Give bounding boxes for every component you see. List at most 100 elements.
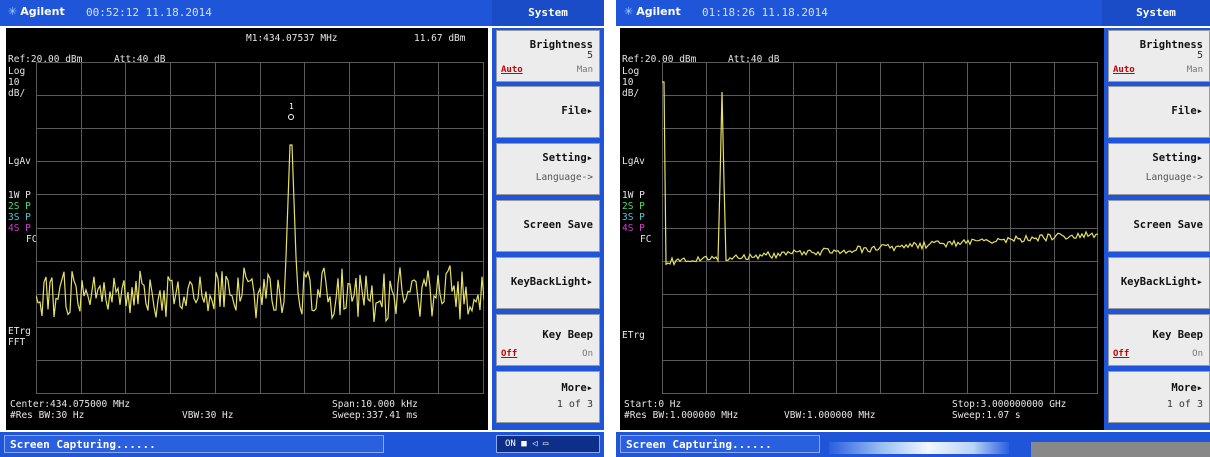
file-label: File▸	[561, 105, 593, 117]
capture-artifact	[829, 442, 1009, 454]
trace-3-label: 3S P	[622, 212, 645, 223]
capture-artifact-grey	[1031, 442, 1210, 457]
keybacklight-label: KeyBackLight▸	[510, 276, 593, 288]
brand-logo: ✳ Agilent	[8, 5, 65, 18]
off-option: Off	[1113, 349, 1130, 359]
file-softkey[interactable]: File▸	[1108, 86, 1210, 138]
title-bar: ✳ Agilent 01:18:26 11.18.2014 System	[616, 0, 1210, 26]
scale-unit: dB/	[622, 88, 640, 99]
coupling-label: FC	[640, 234, 652, 245]
trace-4-label: 4S P	[8, 223, 31, 234]
brightness-softkey[interactable]: Brightness 5 Auto Man	[496, 30, 600, 82]
setting-softkey[interactable]: Setting▸ Language->	[496, 143, 600, 195]
file-label: File▸	[1171, 105, 1203, 117]
spectrum-trace	[662, 81, 1098, 267]
keybacklight-softkey[interactable]: KeyBackLight▸	[496, 257, 600, 309]
status-message: Screen Capturing......	[10, 438, 156, 451]
video-bandwidth: VBW:30 Hz	[182, 410, 234, 421]
resolution-bandwidth: #Res BW:30 Hz	[10, 410, 85, 421]
keybacklight-label: KeyBackLight▸	[1120, 276, 1203, 288]
coupling-label: FC	[26, 234, 38, 245]
more-softkey[interactable]: More▸ 1 of 3	[496, 371, 600, 423]
brightness-label: Brightness	[1139, 39, 1203, 51]
start-frequency: Start:0 Hz	[624, 399, 682, 410]
indicator-text: ON ■ ◁ ▭	[505, 439, 549, 449]
on-option: On	[1192, 349, 1203, 359]
more-label: More▸	[561, 382, 593, 394]
language-label: Language->	[535, 172, 593, 183]
status-bar: Screen Capturing......	[616, 432, 1210, 457]
auto-option: Auto	[501, 65, 523, 75]
marker-1	[288, 114, 294, 120]
ref-level: Ref:20.00 dBm	[622, 54, 697, 65]
ref-level: Ref:20.00 dBm	[8, 54, 83, 65]
marker-frequency: M1:434.07537 MHz	[246, 33, 338, 44]
trace-3-label: 3S P	[8, 212, 31, 223]
screen-save-label: Screen Save	[1133, 219, 1203, 231]
scale-value: 10	[8, 77, 20, 88]
screen-save-softkey[interactable]: Screen Save	[1108, 200, 1210, 252]
spark-icon: ✳	[8, 5, 18, 18]
off-option: Off	[501, 349, 518, 359]
span: Span:10.000 kHz	[332, 399, 418, 410]
stop-frequency: Stop:3.000000000 GHz	[952, 399, 1067, 410]
status-indicator: ON ■ ◁ ▭	[496, 435, 600, 453]
man-option: Man	[1186, 65, 1203, 75]
brand-name: Agilent	[20, 5, 65, 18]
key-beep-softkey[interactable]: Key Beep Off On	[496, 314, 600, 366]
brightness-label: Brightness	[529, 39, 593, 51]
trace-2-label: 2S P	[622, 201, 645, 212]
file-softkey[interactable]: File▸	[496, 86, 600, 138]
clock: 00:52:12 11.18.2014	[86, 6, 212, 19]
key-beep-softkey[interactable]: Key Beep Off On	[1108, 314, 1210, 366]
trigger-label: ETrg	[622, 330, 645, 341]
sweep-time: Sweep:337.41 ms	[332, 410, 418, 421]
setting-label: Setting▸	[1152, 152, 1203, 164]
screen-save-softkey[interactable]: Screen Save	[496, 200, 600, 252]
clock: 01:18:26 11.18.2014	[702, 6, 828, 19]
scale-type: Log	[8, 66, 26, 77]
spectrum-display: Ref:20.00 dBm Att:40 dB M1:434.07537 MHz…	[6, 28, 488, 430]
status-message: Screen Capturing......	[626, 438, 772, 451]
title-bar: ✳ Agilent 00:52:12 11.18.2014 System	[0, 0, 604, 26]
trace-1-label: 1W P	[8, 190, 31, 201]
setting-label: Setting▸	[542, 152, 593, 164]
brightness-softkey[interactable]: Brightness 5 Auto Man	[1108, 30, 1210, 82]
screen-save-label: Screen Save	[523, 219, 593, 231]
status-message-box: Screen Capturing......	[4, 435, 384, 453]
trace-4-label: 4S P	[622, 223, 645, 234]
softkey-panel: Brightness 5 Auto Man File▸ Setting▸ Lan…	[492, 28, 604, 430]
more-softkey[interactable]: More▸ 1 of 3	[1108, 371, 1210, 423]
status-bar: Screen Capturing...... ON ■ ◁ ▭	[0, 432, 604, 457]
analyzer-screen-right: ✳ Agilent 01:18:26 11.18.2014 System Ref:…	[616, 0, 1210, 457]
menu-title: System	[492, 0, 604, 26]
trace-1-label: 1W P	[622, 190, 645, 201]
spectrum-graph: 1	[36, 62, 484, 394]
spectrum-trace	[36, 144, 484, 323]
key-beep-label: Key Beep	[1152, 329, 1203, 341]
man-option: Man	[576, 65, 593, 75]
brand-name: Agilent	[636, 5, 681, 18]
center-frequency: Center:434.075000 MHz	[10, 399, 131, 410]
key-beep-label: Key Beep	[542, 329, 593, 341]
trace-2-label: 2S P	[8, 201, 31, 212]
setting-softkey[interactable]: Setting▸ Language->	[1108, 143, 1210, 195]
page-indicator: 1 of 3	[556, 399, 593, 410]
spectrum-display: Ref:20.00 dBm Att:40 dB Log 10 dB/ LgAv …	[620, 28, 1108, 430]
brightness-value: 5	[586, 50, 593, 61]
attenuation: Att:40 dB	[728, 54, 780, 65]
attenuation: Att:40 dB	[114, 54, 166, 65]
keybacklight-softkey[interactable]: KeyBackLight▸	[1108, 257, 1210, 309]
video-bandwidth: VBW:1.000000 MHz	[784, 410, 876, 421]
avg-type: LgAv	[622, 156, 645, 167]
spectrum-graph	[662, 62, 1098, 394]
marker-level: 11.67 dBm	[414, 33, 466, 44]
scale-value: 10	[622, 77, 634, 88]
scale-unit: dB/	[8, 88, 26, 99]
page-indicator: 1 of 3	[1166, 399, 1203, 410]
analyzer-screen-left: ✳ Agilent 00:52:12 11.18.2014 System Ref:…	[0, 0, 604, 457]
sweep-time: Sweep:1.07 s	[952, 410, 1021, 421]
on-option: On	[582, 349, 593, 359]
resolution-bandwidth: #Res BW:1.000000 MHz	[624, 410, 739, 421]
language-label: Language->	[1145, 172, 1203, 183]
